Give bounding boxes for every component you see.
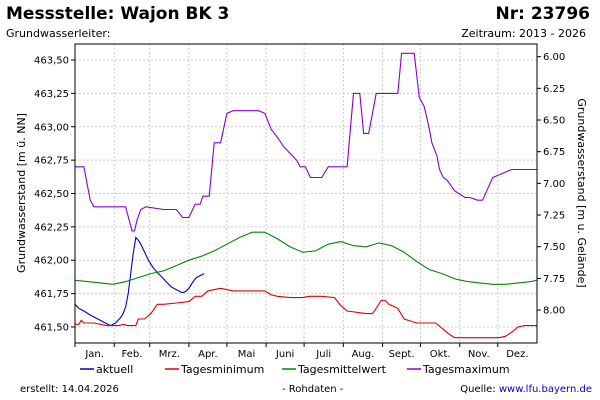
- source-info: Quelle: www.lfu.bayern.de: [460, 384, 592, 395]
- y-axis-label-left: Grundwasserstand [m ü. NN]: [15, 113, 28, 273]
- y-tick-label: 462,50: [34, 189, 69, 200]
- y-tick-label: 462,25: [34, 222, 69, 233]
- x-tick-label: Feb.: [122, 349, 143, 360]
- y-right-tick-label: 6.00: [543, 52, 565, 63]
- x-tick-label: Jan.: [84, 349, 104, 360]
- y-right-tick-label: 6.50: [543, 116, 565, 127]
- y-right-tick-label: 7.50: [543, 242, 565, 253]
- y-tick-label: 462,75: [34, 156, 69, 167]
- y-right-tick-label: 6.75: [543, 147, 565, 158]
- x-tick-label: Mrz.: [159, 349, 180, 360]
- legend-label: Tagesminimum: [180, 363, 264, 376]
- y-right-tick-label: 7.25: [543, 211, 565, 222]
- legend-label: aktuell: [96, 363, 133, 376]
- x-tick-label: Dez.: [506, 349, 528, 360]
- legend-label: Tagesmaximum: [422, 363, 510, 376]
- y-tick-label: 463,25: [34, 89, 69, 100]
- y-tick-label: 463,50: [34, 56, 69, 67]
- y-tick-label: 463,00: [34, 122, 69, 133]
- y-tick-label: 461,75: [34, 289, 69, 300]
- x-tick-label: Juni: [275, 349, 294, 360]
- x-tick-label: Okt.: [430, 349, 451, 360]
- y-tick-label: 462,00: [34, 256, 69, 267]
- y-right-tick-label: 7.00: [543, 179, 565, 190]
- x-tick-label: Juli: [315, 349, 331, 360]
- legend-label: Tagesmittelwert: [297, 363, 387, 376]
- x-tick-label: Mai: [238, 349, 256, 360]
- source-label: Quelle:: [460, 384, 495, 395]
- x-tick-label: Apr.: [198, 349, 218, 360]
- created-date: 14.04.2026: [62, 384, 119, 395]
- x-tick-label: Nov.: [468, 349, 490, 360]
- y-axis-label-right: Grundwasserstand [m u. Gelände]: [575, 98, 588, 287]
- created-info: erstellt: 14.04.2026: [20, 384, 119, 395]
- x-tick-label: Aug.: [352, 349, 375, 360]
- y-right-tick-label: 7.75: [543, 274, 565, 285]
- created-label: erstellt:: [20, 384, 58, 395]
- y-tick-label: 461,50: [34, 322, 69, 333]
- legend: aktuell Tagesminimum Tagesmittelwert Tagesm…: [80, 363, 510, 376]
- y-right-tick-label: 6.25: [543, 84, 565, 95]
- y-right-tick-label: 8.00: [543, 306, 565, 317]
- raw-data-label: - Rohdaten -: [282, 384, 343, 395]
- source-link[interactable]: www.lfu.bayern.de: [499, 384, 592, 395]
- grid-layer: [75, 44, 537, 343]
- x-tick-label: Sept.: [389, 349, 415, 360]
